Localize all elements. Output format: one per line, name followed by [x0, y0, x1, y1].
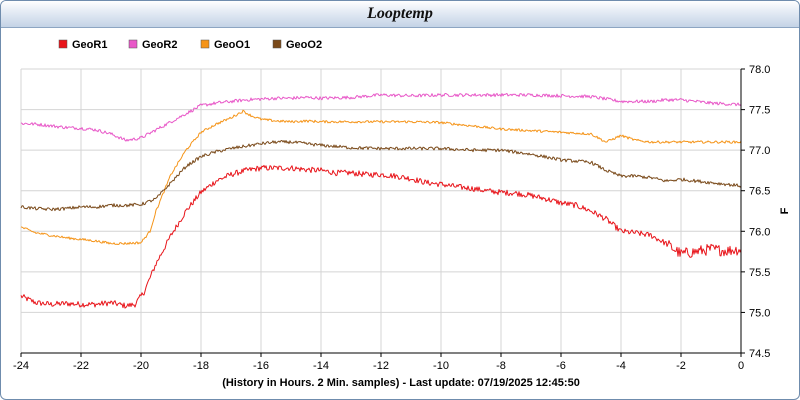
y-tick-label: 77.0	[749, 145, 770, 157]
legend-label-geor2: GeoR2	[142, 39, 177, 51]
legend-label-geoo1: GeoO1	[214, 39, 250, 51]
series-line-geor1	[20, 164, 742, 309]
x-tick-label: -6	[556, 360, 566, 372]
legend: GeoR1 GeoR2 GeoO1 GeoO2	[58, 39, 322, 51]
axes: -24 -22 -20 -18 -16 -14 -12 -10 -8 -6 -4 -2 074.575.…	[13, 64, 770, 372]
legend-swatch-geor1	[58, 39, 68, 49]
legend-label-geoo2: GeoO2	[286, 39, 322, 51]
x-tick-label: -14	[313, 360, 329, 372]
y-tick-label: 76.0	[749, 226, 770, 238]
series-line-geor2	[20, 92, 742, 142]
x-tick-label: -2	[676, 360, 686, 372]
title-bar: Looptemp	[1, 1, 799, 28]
chart-title: Looptemp	[367, 5, 433, 22]
y-tick-label: 76.5	[749, 186, 770, 198]
legend-swatch-geoo1	[200, 39, 210, 49]
x-tick-label: -8	[496, 360, 506, 372]
legend-swatch-geoo2	[272, 39, 282, 49]
x-tick-label: 0	[738, 360, 744, 372]
x-tick-label: -16	[253, 360, 269, 372]
x-axis-label: (History in Hours. 2 Min. samples) - Las…	[222, 377, 580, 389]
series-line-geoo1	[20, 109, 742, 245]
x-tick-label: -20	[133, 360, 149, 372]
legend-swatch-geor2	[128, 39, 138, 49]
x-tick-label: -22	[73, 360, 89, 372]
x-tick-label: -12	[373, 360, 389, 372]
grid	[20, 68, 742, 354]
x-tick-label: -24	[13, 360, 29, 372]
x-tick-label: -4	[616, 360, 626, 372]
y-tick-label: 78.0	[749, 64, 770, 76]
y-tick-label: 77.5	[749, 105, 770, 117]
series-lines	[20, 92, 742, 309]
y-axis-label: F	[779, 207, 791, 214]
y-tick-label: 75.0	[749, 307, 770, 319]
legend-label-geor1: GeoR1	[72, 39, 107, 51]
x-tick-label: -10	[433, 360, 449, 372]
y-tick-label: 75.5	[749, 267, 770, 279]
x-tick-label: -18	[193, 360, 209, 372]
series-line-geoo2	[20, 140, 742, 212]
y-tick-label: 74.5	[749, 348, 770, 360]
